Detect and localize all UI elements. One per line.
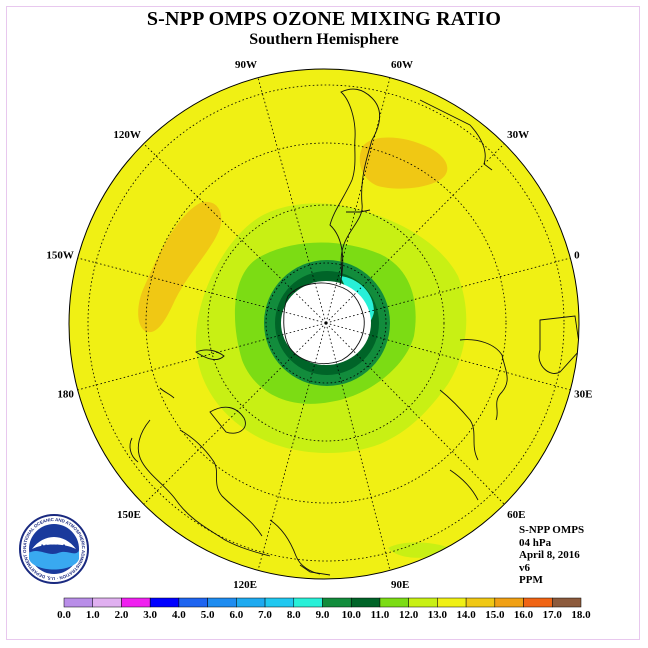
colorbar-label: 12.0 <box>399 609 419 621</box>
colorbar-swatch <box>92 597 122 608</box>
map-border <box>68 68 580 580</box>
info-pressure-level: 04 hPa <box>519 536 552 549</box>
colorbar-label: 15.0 <box>485 609 505 621</box>
meridian-line <box>77 322 327 391</box>
colorbar-swatch <box>523 597 553 608</box>
colorbar: 0.0 1.0 2.0 3.0 4.0 5.0 6.0 7.0 8.0 9.0 10.0 11.0 12… <box>57 597 591 621</box>
longitude-label: 90E <box>391 579 409 591</box>
meridian-line <box>143 143 327 324</box>
colorbar-swatch <box>178 597 208 608</box>
longitude-label: 150W <box>46 249 74 261</box>
ozone-region-13-14ppm-atlantic <box>359 137 448 189</box>
colorbar-swatch <box>437 597 467 608</box>
colorbar-label: 5.0 <box>201 609 215 621</box>
latitude-circle <box>87 84 565 562</box>
latitude-circle <box>265 262 387 384</box>
colorbar-swatch <box>408 597 438 608</box>
colorbar-label: 9.0 <box>316 609 330 621</box>
longitude-label: 90W <box>235 59 257 71</box>
colorbar-label: 18.0 <box>571 609 591 621</box>
colorbar-label: 11.0 <box>371 609 390 621</box>
longitude-label: 150E <box>117 509 141 521</box>
longitude-label: 0 <box>574 249 580 261</box>
colorbar-label: 3.0 <box>143 609 157 621</box>
colorbar-swatch <box>494 597 524 608</box>
longitude-label: 60E <box>507 509 525 521</box>
colorbar-label: 17.0 <box>543 609 563 621</box>
colorbar-swatch <box>63 597 93 608</box>
colorbar-swatch <box>149 597 180 608</box>
colorbar-swatch <box>236 597 266 608</box>
colorbar-label: 16.0 <box>514 609 534 621</box>
colorbar-label: 4.0 <box>172 609 186 621</box>
colorbar-label: 1.0 <box>86 609 100 621</box>
colorbar-label: 2.0 <box>115 609 129 621</box>
colorbar-swatch <box>293 597 323 608</box>
longitude-labels: 90W 60W 30W 0 30E 60E 90E 120E 150E 180 150W 120W <box>46 59 592 591</box>
colorbar-label: 10.0 <box>342 609 362 621</box>
info-date: April 8, 2016 <box>519 549 580 561</box>
colorbar-swatch <box>350 597 381 608</box>
meridian-line <box>325 322 391 571</box>
latitude-circle <box>145 142 507 504</box>
map-info-block: S-NPP OMPS 04 hPa April 8, 2016 v6 PPM <box>519 524 584 587</box>
meridian-line <box>257 322 327 571</box>
meridian-line <box>257 77 327 324</box>
longitude-label: 30W <box>507 129 529 141</box>
info-units: PPM <box>519 574 543 586</box>
latitude-circle <box>207 204 445 442</box>
south-pole-marker <box>324 321 328 325</box>
colorbar-label: 8.0 <box>287 609 301 621</box>
meridian-line <box>77 257 327 324</box>
colorbar-swatch <box>379 597 409 608</box>
colorbar-label: 7.0 <box>258 609 272 621</box>
colorbar-swatch <box>264 597 295 608</box>
meridian-line <box>143 322 327 505</box>
longitude-label: 120W <box>113 129 141 141</box>
longitude-label: 180 <box>57 389 74 401</box>
coastlines <box>129 88 579 576</box>
longitude-label: 60W <box>391 59 413 71</box>
colorbar-swatch <box>465 597 496 608</box>
colorbar-label: 14.0 <box>456 609 476 621</box>
colorbar-label: 13.0 <box>428 609 448 621</box>
colorbar-label: 6.0 <box>229 609 243 621</box>
map-subtitle: Southern Hemisphere <box>249 31 399 48</box>
colorbar-label: 0.0 <box>57 609 71 621</box>
info-version: v6 <box>519 561 530 574</box>
longitude-label: 30E <box>574 389 592 401</box>
colorbar-swatch <box>121 597 151 608</box>
graticule <box>77 77 571 571</box>
map-title: S-NPP OMPS OZONE MIXING RATIO <box>146 8 502 30</box>
page-frame <box>6 6 640 640</box>
noaa-logo: NATIONAL OCEANIC AND ATMOSPHERIC ADMINIS… <box>18 513 89 584</box>
longitude-label: 120E <box>233 579 257 591</box>
colorbar-swatch <box>207 597 237 608</box>
colorbar-swatch <box>552 597 582 608</box>
info-product: S-NPP OMPS <box>519 524 585 536</box>
colorbar-swatch <box>322 597 352 608</box>
noaa-logo-text: NOAA <box>41 543 68 553</box>
ozone-region-13-14ppm-pacific <box>138 201 222 333</box>
